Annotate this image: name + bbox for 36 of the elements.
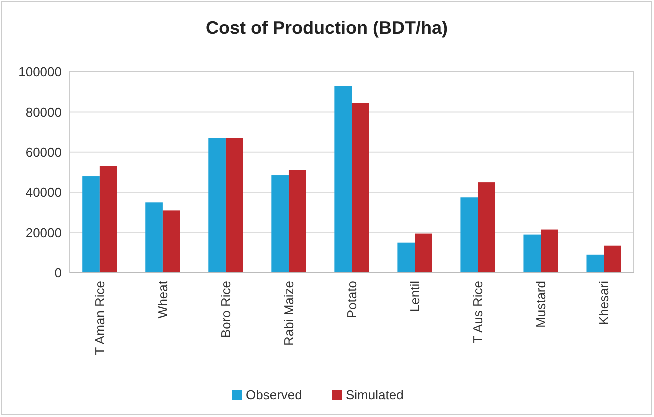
x-tick-label: Khesari	[596, 280, 612, 326]
y-tick-label: 0	[54, 266, 62, 281]
bar	[352, 103, 370, 273]
x-tick-label: T Aman Rice	[92, 281, 108, 356]
bar	[586, 254, 604, 273]
bar	[226, 138, 244, 273]
x-tick-label: Mustard	[534, 281, 549, 328]
y-tick-label: 60000	[26, 144, 62, 160]
bar	[100, 166, 118, 273]
y-tick-label: 100000	[18, 64, 62, 80]
bar	[146, 202, 163, 273]
x-tick-label: Boro Rice	[218, 281, 234, 338]
chart-title: Cost of Production (BDT/ha)	[206, 18, 448, 38]
bar	[541, 230, 558, 273]
bar	[82, 176, 100, 273]
bar	[334, 86, 352, 273]
x-tick-label: Wheat	[156, 280, 170, 319]
x-tick-label: Lentil	[408, 280, 423, 312]
bar	[272, 176, 289, 273]
legend-label: Observed	[246, 388, 302, 403]
bar	[460, 198, 478, 273]
x-tick-label: Potato	[344, 281, 360, 319]
bar	[524, 234, 542, 273]
legend-label: Simulated	[346, 388, 404, 403]
x-tick-label: T Aus Rice	[470, 281, 486, 344]
bar	[288, 170, 306, 273]
bar	[162, 210, 180, 273]
bar	[398, 242, 416, 273]
y-tick-label: 20000	[26, 225, 62, 240]
y-tick-label: 40000	[26, 185, 62, 200]
x-tick-label: Rabi Maize	[282, 281, 297, 346]
bar	[604, 246, 622, 273]
bar	[415, 234, 432, 273]
bar	[478, 182, 496, 273]
bar	[208, 138, 226, 273]
y-tick-label: 80000	[26, 104, 62, 120]
